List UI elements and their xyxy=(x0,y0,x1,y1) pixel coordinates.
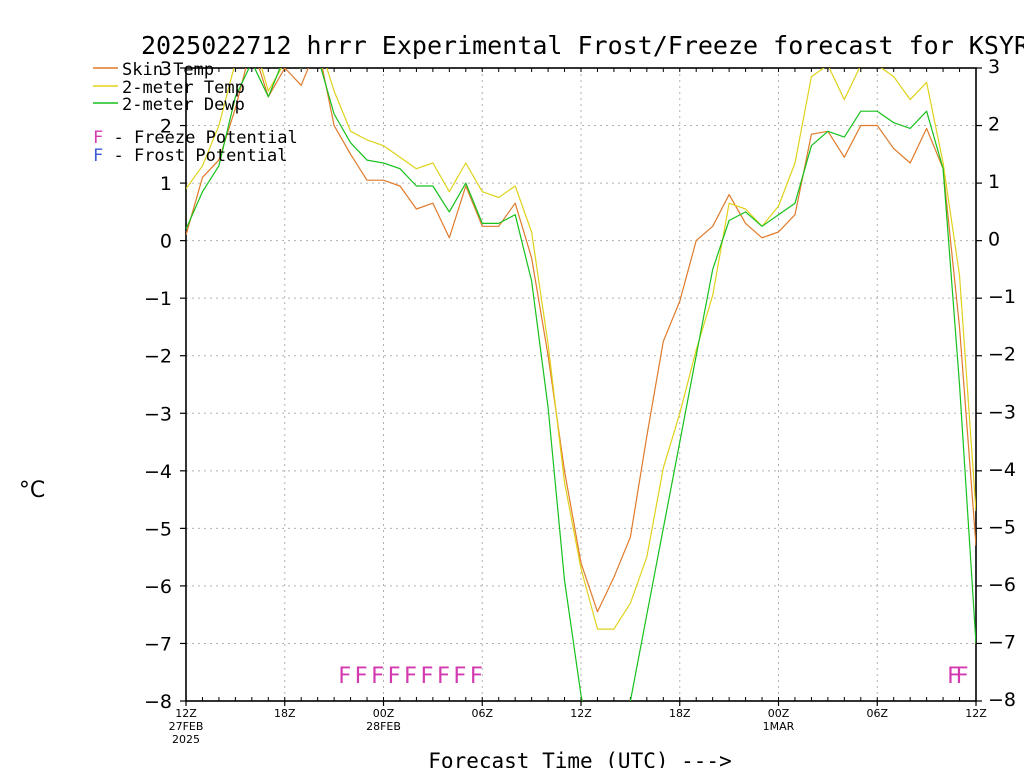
y-tick-label-left: 1 xyxy=(160,173,172,195)
y-tick-label-right: −3 xyxy=(988,401,1016,423)
y-tick-label-left: −4 xyxy=(144,461,172,483)
x-tick-sublabel: 28FEB xyxy=(366,720,401,733)
freeze-flags: F F F F F F F F F FF xyxy=(338,664,969,689)
x-tick-sublabel: 27FEB xyxy=(169,720,204,733)
legend-label-skin-temp: Skin Temp xyxy=(122,60,214,80)
x-tick-sublabel: 2025 xyxy=(172,733,200,746)
freeze-flag: F xyxy=(354,664,367,689)
y-tick-label-left: −6 xyxy=(144,576,172,598)
legend: Skin Temp 2-meter Temp 2-meter Dewp F - … xyxy=(93,60,298,166)
freeze-flag: F xyxy=(420,664,433,689)
series-line-2-meter-temp xyxy=(186,68,976,630)
y-tick-label-left: −8 xyxy=(144,691,172,713)
freeze-flag: F xyxy=(338,664,351,689)
freeze-flag: F xyxy=(437,664,450,689)
x-tick-label: 18Z xyxy=(274,707,296,720)
x-tick-label: 12Z xyxy=(570,707,592,720)
series-line-skin-temp xyxy=(186,68,976,613)
y-tick-label-right: −6 xyxy=(988,574,1016,596)
y-tick-label-left: −7 xyxy=(144,633,172,655)
y-tick-label-right: −4 xyxy=(988,459,1016,481)
x-tick-label: 06Z xyxy=(866,707,888,720)
y-tick-label-right: −1 xyxy=(988,286,1016,308)
freeze-flag: F xyxy=(453,664,466,689)
y-tick-label-left: −1 xyxy=(144,288,172,310)
y-tick-label-right: 2 xyxy=(988,114,1000,136)
y-tick-label-right: −2 xyxy=(988,344,1016,366)
freeze-flag: F xyxy=(955,664,968,689)
freeze-flag: F xyxy=(387,664,400,689)
x-tick-label: 06Z xyxy=(471,707,493,720)
y-tick-label-left: 2 xyxy=(160,116,172,138)
x-axis-label: Forecast Time (UTC) ---> xyxy=(428,749,731,768)
y-tick-label-right: 3 xyxy=(988,56,1000,78)
freeze-flag: F xyxy=(404,664,417,689)
x-tick-label: 12Z xyxy=(965,707,987,720)
legend-freeze-potential: F - Freeze Potential xyxy=(93,128,298,148)
freeze-flag: F xyxy=(947,664,960,689)
y-tick-label-right: 1 xyxy=(988,171,1000,193)
freeze-flag: F xyxy=(470,664,483,689)
x-tick-label: 18Z xyxy=(669,707,691,720)
y-axis-label: °C xyxy=(19,478,45,503)
y-tick-label-left: −2 xyxy=(144,346,172,368)
y-tick-label-right: −8 xyxy=(988,689,1016,711)
legend-label-2m-dewp: 2-meter Dewp xyxy=(122,95,245,115)
y-tick-label-left: −3 xyxy=(144,403,172,425)
y-tick-label-right: −7 xyxy=(988,631,1016,653)
x-tick-label: 12Z xyxy=(175,707,197,720)
x-tick-label: 00Z xyxy=(373,707,395,720)
grid xyxy=(186,68,976,701)
freeze-flag: F xyxy=(371,664,384,689)
y-axis: 3 3 2 2 1 1 0 0 −1 −1 −2 −2 −3 −3 −4 −4 −5 −5 −6 −6 −7 −7 −8 −8 xyxy=(144,56,1016,713)
chart-title: 2025022712 hrrr Experimental Frost/Freez… xyxy=(141,31,1024,60)
y-tick-label-right: −5 xyxy=(988,516,1016,538)
series-lines xyxy=(186,68,976,701)
x-tick-sublabel: 1MAR xyxy=(763,720,795,733)
plot-frame xyxy=(185,67,977,702)
series-line-2-meter-dewp xyxy=(186,68,976,701)
legend-label-2m-temp: 2-meter Temp xyxy=(122,78,245,98)
legend-frost-potential: F - Frost Potential xyxy=(93,146,287,166)
x-tick-label: 00Z xyxy=(768,707,790,720)
y-tick-label-left: 3 xyxy=(160,58,172,80)
y-tick-label-left: 0 xyxy=(160,231,172,253)
y-tick-label-right: 0 xyxy=(988,229,1000,251)
y-tick-label-left: −5 xyxy=(144,518,172,540)
